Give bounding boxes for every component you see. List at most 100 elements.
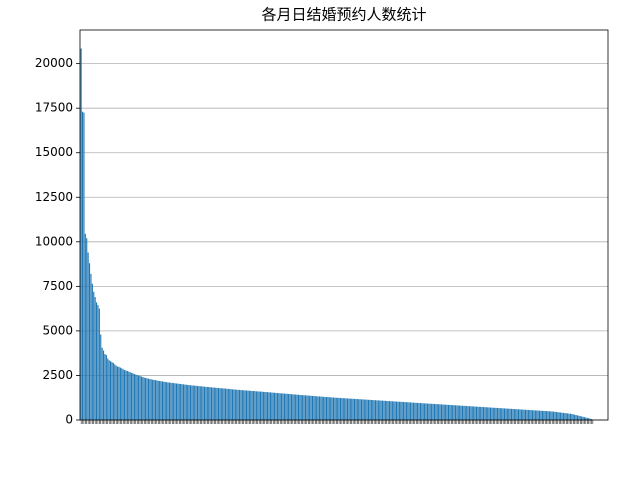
bar — [117, 366, 119, 420]
bar — [499, 408, 501, 420]
bar — [572, 414, 574, 420]
bar — [391, 401, 393, 420]
bar — [271, 392, 273, 420]
bar — [317, 396, 319, 420]
bar — [174, 383, 176, 420]
bar — [254, 391, 256, 420]
bar — [129, 372, 131, 420]
bar — [482, 407, 485, 420]
bar — [550, 411, 552, 420]
bar — [576, 415, 578, 420]
bar — [112, 362, 114, 420]
bar — [122, 369, 124, 420]
bar — [582, 416, 584, 420]
bar — [374, 400, 377, 420]
bar — [288, 393, 290, 420]
bar — [569, 413, 571, 420]
bar — [132, 373, 134, 420]
bar — [300, 395, 302, 420]
bar — [171, 382, 173, 420]
bar — [394, 401, 396, 420]
bar — [339, 397, 342, 420]
bar — [94, 297, 96, 420]
bar — [474, 406, 476, 420]
bar — [403, 402, 405, 420]
bar — [452, 405, 454, 420]
bar — [473, 406, 475, 420]
bar — [485, 407, 487, 420]
bar — [238, 389, 241, 420]
bar — [159, 380, 161, 420]
y-tick-label: 17500 — [35, 101, 73, 115]
bar — [309, 395, 311, 420]
bar — [279, 393, 281, 420]
bar — [286, 393, 288, 420]
bar — [367, 399, 370, 420]
y-tick-label: 12500 — [35, 190, 73, 204]
bar — [418, 402, 420, 420]
bar — [156, 380, 158, 420]
bar — [468, 406, 471, 420]
bar — [107, 358, 109, 420]
bar — [276, 393, 278, 420]
bar — [278, 393, 280, 420]
bar — [149, 379, 151, 420]
bar — [505, 408, 507, 420]
plot-frame — [79, 29, 609, 421]
bar — [561, 412, 563, 420]
bar — [396, 401, 398, 420]
bar — [349, 398, 351, 420]
bar — [125, 370, 127, 420]
bar — [115, 365, 117, 420]
bar — [295, 394, 297, 420]
bar — [390, 401, 392, 420]
y-tick-label: 7500 — [42, 279, 73, 293]
bar — [527, 409, 529, 420]
bar — [554, 411, 556, 420]
bar — [491, 407, 493, 420]
bar — [140, 376, 142, 420]
bar — [341, 398, 343, 420]
bar — [321, 396, 323, 420]
bar — [299, 394, 301, 420]
bar — [307, 395, 309, 420]
bar — [189, 385, 192, 420]
bar — [480, 406, 482, 420]
bar — [478, 406, 480, 420]
bar — [477, 406, 479, 420]
bar — [184, 384, 186, 420]
bar — [90, 273, 92, 420]
bar — [585, 417, 587, 420]
bar — [356, 399, 358, 420]
bar — [510, 408, 513, 420]
bar — [257, 391, 259, 420]
bar — [351, 398, 353, 420]
bar — [264, 391, 266, 420]
bar — [150, 379, 152, 420]
bar — [532, 410, 534, 420]
bar — [330, 397, 332, 420]
bar — [543, 410, 545, 420]
bar — [401, 401, 403, 420]
bar — [281, 393, 283, 420]
bar — [372, 400, 374, 420]
bar — [360, 399, 363, 420]
bar — [488, 407, 490, 420]
bar — [513, 409, 515, 420]
bar — [397, 401, 399, 420]
bar — [245, 390, 248, 420]
bar — [415, 402, 417, 420]
bar — [353, 398, 356, 420]
bar — [439, 404, 441, 420]
bar — [345, 398, 347, 420]
bar — [146, 378, 148, 420]
bar — [565, 413, 567, 420]
bar — [304, 395, 307, 420]
bar — [417, 402, 419, 420]
bar — [461, 405, 464, 420]
bar — [516, 409, 518, 420]
bar — [93, 291, 95, 420]
bar — [143, 377, 145, 420]
bar — [534, 410, 536, 420]
